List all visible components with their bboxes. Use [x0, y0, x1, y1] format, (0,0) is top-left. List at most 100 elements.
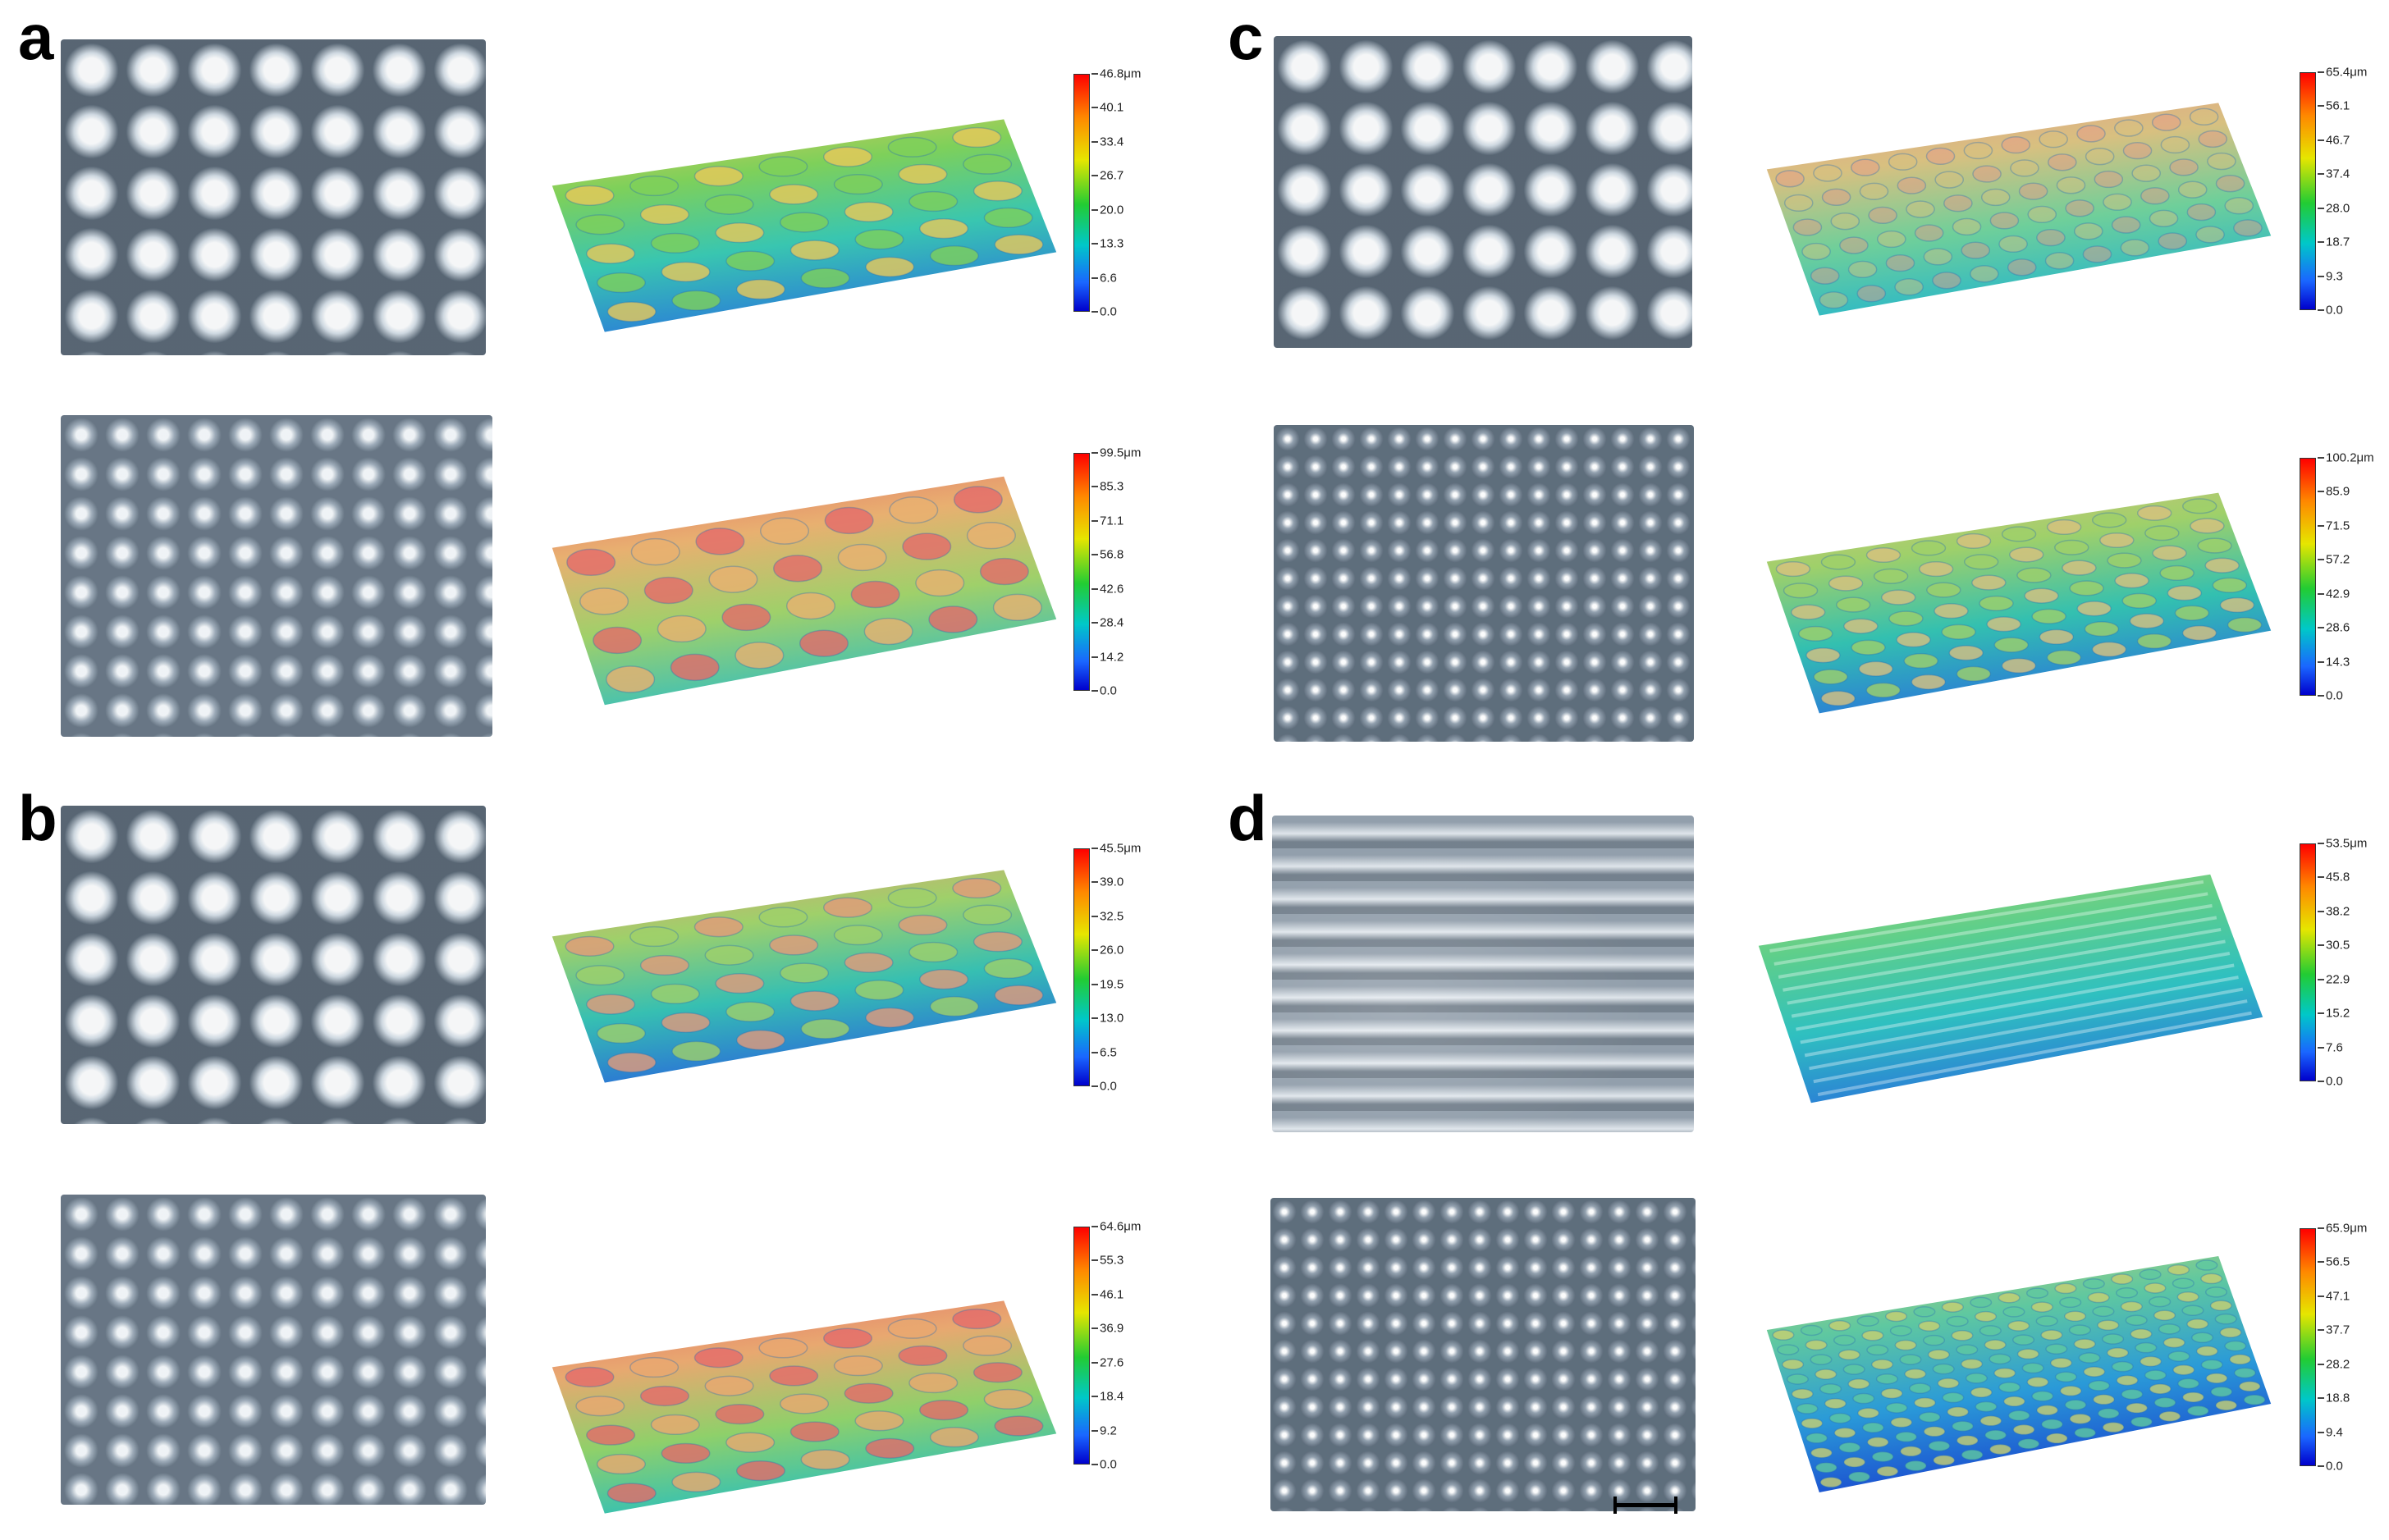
- colorbar-tick: [2318, 843, 2324, 844]
- surface-bump: [1909, 1382, 1932, 1394]
- surface-bump: [606, 665, 656, 693]
- surface-bump: [2227, 617, 2263, 633]
- surface-bump: [983, 957, 1033, 980]
- surface-bump: [1783, 583, 1819, 599]
- surface-bump: [1843, 618, 1879, 634]
- surface-bump: [2082, 1277, 2105, 1290]
- surface-bump: [1956, 1434, 1979, 1446]
- surface-bump: [1934, 603, 1969, 619]
- surface-bump: [1993, 637, 2029, 653]
- colorbar-tick-label: 56.8: [1100, 547, 1124, 562]
- colorbar-tick: [2318, 1363, 2324, 1365]
- surface-bump: [994, 1415, 1044, 1437]
- surface-bump: [2016, 567, 2052, 583]
- surface-ridge: [1787, 927, 2222, 1005]
- surface-plot-a-bottom: [551, 476, 1057, 706]
- surface-bump: [799, 629, 849, 657]
- colorbar-tick: [1092, 276, 1098, 279]
- colorbar-tick-label: 18.4: [1100, 1389, 1124, 1404]
- surface-bump: [715, 222, 765, 244]
- surface-bump: [1926, 582, 1961, 598]
- surface-bump: [800, 1018, 850, 1040]
- colorbar-tick-label: 9.3: [2326, 269, 2343, 284]
- colorbar-tick: [1092, 1017, 1098, 1020]
- surface-bump: [2039, 628, 2075, 645]
- surface-bump: [1979, 1415, 2002, 1427]
- surface-bump: [721, 603, 771, 632]
- surface-bump: [2064, 1399, 2087, 1411]
- colorbar-tick: [2318, 1397, 2324, 1400]
- surface-bump: [1820, 690, 1856, 706]
- surface-bump: [844, 201, 894, 222]
- surface-bump: [992, 593, 1042, 622]
- surface-bump: [824, 506, 874, 535]
- surface-bump: [2036, 1405, 2059, 1416]
- surface-bump: [1885, 254, 1915, 272]
- surface-bump: [586, 994, 636, 1015]
- panel-label-b: b: [18, 782, 57, 854]
- colorbar-gradient: [1073, 1227, 1090, 1465]
- surface-bump: [2130, 1416, 2153, 1428]
- colorbar-d-bottom: 65.9μm 56.5 47.1 37.7 28.2 18.8 9.4 0.0: [2300, 1222, 2382, 1474]
- surface-bump: [902, 532, 952, 560]
- surface-bump: [2087, 1291, 2110, 1304]
- colorbar-tick-label: 65.4μm: [2326, 65, 2368, 80]
- surface-bump: [2102, 1333, 2125, 1345]
- colorbar-tick-label: 0.0: [2326, 1074, 2343, 1089]
- surface-bump: [854, 1410, 904, 1432]
- surface-bump: [630, 537, 680, 566]
- surface-bump: [1975, 1401, 1998, 1413]
- surface-bump: [1943, 194, 1973, 212]
- surface-bump: [2130, 1328, 2153, 1340]
- surface-bump: [1850, 158, 1880, 176]
- surface-bump: [596, 1022, 646, 1044]
- surface-bump: [1801, 242, 1831, 261]
- surface-bump: [1914, 224, 1944, 242]
- colorbar-tick: [1092, 208, 1098, 211]
- surface-bump: [2059, 1385, 2082, 1397]
- colorbar-tick: [2318, 660, 2324, 663]
- colorbar-tick-label: 46.8μm: [1100, 66, 1142, 81]
- surface-bump: [629, 1356, 680, 1378]
- surface-ridge: [1791, 939, 2226, 1018]
- surface-bump: [1928, 1440, 1951, 1452]
- surface-bump: [2073, 1338, 2096, 1350]
- surface-bump: [1911, 674, 1947, 690]
- surface-bump: [2135, 1341, 2158, 1354]
- surface-bump: [2044, 252, 2075, 270]
- surface-bump: [854, 980, 904, 1001]
- surface-bump: [1851, 639, 1886, 656]
- surface-bump: [844, 952, 894, 973]
- colorbar-tick-label: 0.0: [2326, 688, 2343, 703]
- surface-bump: [695, 528, 745, 555]
- surface-bump: [2045, 1343, 2068, 1355]
- surface-bump: [1772, 1329, 1795, 1341]
- surface-bump: [670, 653, 720, 682]
- surface-bump: [566, 548, 616, 577]
- surface-bump: [2162, 1337, 2185, 1349]
- surface-bump: [2172, 1277, 2194, 1289]
- surface-bump: [2107, 552, 2142, 569]
- surface-bump: [2158, 1323, 2181, 1335]
- micrograph-a-bottom: [61, 415, 492, 737]
- colorbar-tick-label: 22.9: [2326, 972, 2350, 987]
- surface-bump: [2149, 1383, 2172, 1395]
- colorbar-tick: [2318, 524, 2324, 527]
- micrograph-b-top: [61, 806, 486, 1124]
- surface-bump: [1961, 241, 1991, 259]
- surface-bump: [2195, 1259, 2218, 1271]
- surface-bump: [2158, 232, 2188, 250]
- surface-bump: [2007, 1410, 2030, 1422]
- surface-bump: [1805, 1339, 1828, 1351]
- surface-bump: [844, 1382, 894, 1404]
- surface-bump: [2219, 596, 2255, 614]
- surface-bump: [1857, 1407, 1880, 1419]
- surface-bump: [1824, 1397, 1847, 1410]
- surface-bump: [2177, 181, 2208, 199]
- surface-bump: [606, 301, 657, 322]
- surface-bump: [837, 543, 887, 572]
- surface-bump: [863, 617, 913, 646]
- surface-bump: [2073, 222, 2103, 240]
- colorbar-tick: [2318, 1012, 2324, 1015]
- colorbar-tick-label: 19.5: [1100, 977, 1124, 992]
